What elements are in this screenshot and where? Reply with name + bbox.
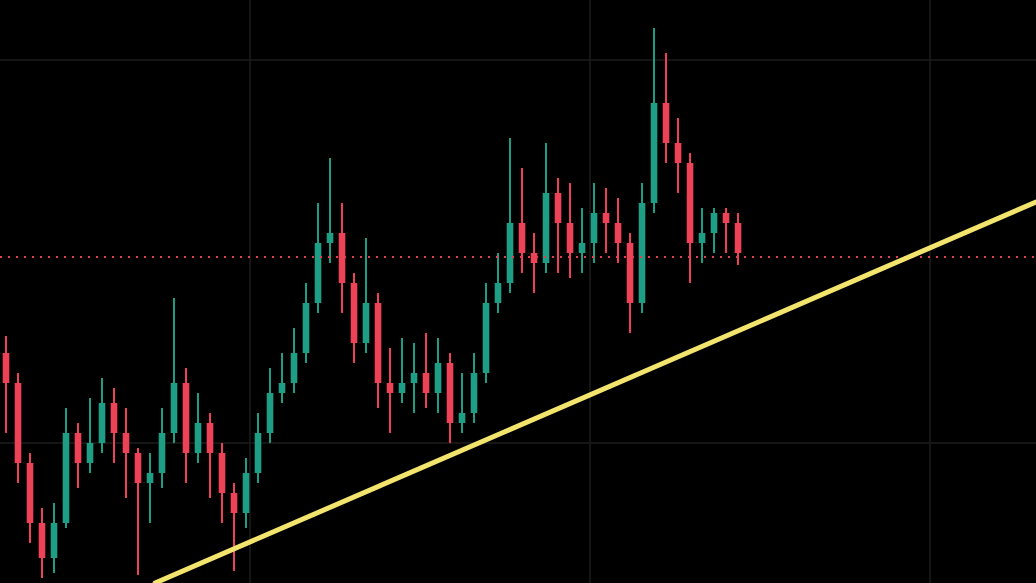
- candle-body: [314, 243, 322, 303]
- candle-body: [62, 433, 70, 523]
- candle-body: [38, 523, 46, 558]
- candle-body: [578, 243, 586, 253]
- candle-body: [434, 363, 442, 393]
- candle-body: [266, 393, 274, 433]
- trendline: [152, 199, 1036, 583]
- candle-body: [614, 223, 622, 243]
- candle-body: [554, 193, 562, 223]
- candle-body: [650, 103, 658, 203]
- candle-body: [122, 433, 130, 453]
- candle-body: [410, 373, 418, 383]
- candle-body: [338, 233, 346, 283]
- candle-body: [302, 303, 310, 353]
- candle-body: [602, 213, 610, 223]
- candle-body: [566, 223, 574, 253]
- candle-body: [50, 523, 58, 558]
- candle-body: [242, 473, 250, 513]
- candle-body: [14, 383, 22, 463]
- candle-body: [98, 403, 106, 443]
- candle-body: [254, 433, 262, 473]
- candle-body: [362, 303, 370, 343]
- candle-body: [134, 453, 142, 483]
- candle-body: [230, 493, 238, 513]
- candle-body: [86, 443, 94, 463]
- candle-body: [110, 403, 118, 433]
- candle-body: [74, 433, 82, 463]
- candle-body: [482, 303, 490, 373]
- candle-body: [146, 473, 154, 483]
- candle-body: [506, 223, 514, 283]
- candle-body: [662, 103, 670, 143]
- candle-body: [710, 213, 718, 233]
- candle-body: [638, 203, 646, 303]
- candle-body: [326, 233, 334, 243]
- candle-body: [494, 283, 502, 303]
- candle-body: [158, 433, 166, 473]
- candle-body: [170, 383, 178, 433]
- candle-body: [542, 193, 550, 263]
- candle-body: [278, 383, 286, 393]
- candle-body: [470, 373, 478, 413]
- candle-body: [446, 363, 454, 423]
- candle-body: [626, 243, 634, 303]
- candle-body: [386, 383, 394, 393]
- candle-body: [674, 143, 682, 163]
- candle-body: [194, 423, 202, 453]
- candle-body: [722, 213, 730, 223]
- candle-body: [530, 253, 538, 263]
- candle-body: [698, 233, 706, 243]
- candle-body: [590, 213, 598, 243]
- candle-body: [182, 383, 190, 453]
- candle-body: [422, 373, 430, 393]
- candle-body: [2, 353, 10, 383]
- candle-body: [206, 423, 214, 453]
- candle-body: [350, 283, 358, 343]
- candle-body: [518, 223, 526, 253]
- candle-body: [374, 303, 382, 383]
- candle-body: [290, 353, 298, 383]
- candle-body: [218, 453, 226, 493]
- candle-body: [686, 163, 694, 243]
- candle-body: [26, 463, 34, 523]
- candle-body: [398, 383, 406, 393]
- candle-body: [458, 413, 466, 423]
- candle-body: [734, 223, 742, 253]
